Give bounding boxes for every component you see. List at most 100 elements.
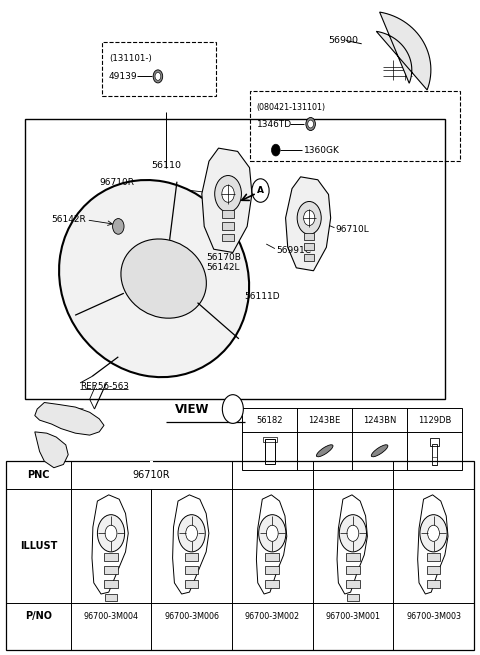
Bar	[104, 553, 118, 561]
Text: (080421-131101): (080421-131101)	[257, 103, 326, 112]
Polygon shape	[337, 495, 367, 594]
Circle shape	[428, 525, 439, 541]
Bar	[346, 580, 360, 588]
Bar	[25, 119, 445, 400]
Bar	[304, 243, 314, 250]
Circle shape	[105, 525, 117, 541]
Bar	[427, 553, 440, 561]
Circle shape	[252, 179, 269, 202]
Text: ILLUST: ILLUST	[20, 540, 57, 551]
Polygon shape	[173, 495, 209, 594]
Text: 56170B: 56170B	[206, 253, 241, 261]
Bar	[6, 461, 474, 650]
Text: 96700-3M003: 96700-3M003	[406, 612, 461, 621]
Circle shape	[178, 515, 205, 552]
Circle shape	[215, 176, 241, 212]
Text: 96710L: 96710L	[336, 225, 369, 234]
Ellipse shape	[372, 445, 388, 457]
Circle shape	[259, 515, 286, 552]
Text: 96700-3M004: 96700-3M004	[84, 612, 139, 621]
Bar	[265, 580, 279, 588]
Polygon shape	[376, 12, 431, 90]
Text: 1129DB: 1129DB	[418, 416, 451, 424]
Text: 96700-3M001: 96700-3M001	[325, 612, 380, 621]
Circle shape	[266, 525, 278, 541]
Polygon shape	[35, 403, 104, 435]
Bar	[346, 553, 360, 561]
Circle shape	[222, 395, 243, 423]
Text: 56142R: 56142R	[51, 215, 86, 225]
Circle shape	[155, 73, 161, 81]
Text: 1243BE: 1243BE	[309, 416, 341, 424]
Circle shape	[308, 120, 313, 128]
Circle shape	[297, 202, 321, 234]
Text: 56991C: 56991C	[276, 246, 311, 255]
Text: 56182: 56182	[257, 416, 283, 424]
Bar	[105, 594, 118, 601]
Circle shape	[153, 70, 163, 83]
Text: A: A	[257, 186, 264, 195]
Bar	[427, 567, 440, 574]
Ellipse shape	[316, 445, 333, 457]
Ellipse shape	[121, 239, 206, 318]
Bar	[427, 580, 440, 588]
Text: A: A	[229, 404, 237, 414]
Text: 56142L: 56142L	[206, 263, 240, 272]
Ellipse shape	[59, 180, 249, 377]
Circle shape	[420, 515, 447, 552]
Text: (131101-): (131101-)	[109, 54, 152, 64]
Bar	[102, 43, 216, 96]
Text: 56111D: 56111D	[245, 291, 280, 301]
Polygon shape	[418, 495, 448, 594]
Text: VIEW: VIEW	[175, 403, 210, 415]
Bar	[347, 594, 359, 601]
Polygon shape	[202, 148, 252, 252]
Bar	[104, 567, 118, 574]
Circle shape	[186, 525, 198, 541]
Text: PNC: PNC	[27, 470, 50, 480]
Text: 1243BN: 1243BN	[363, 416, 396, 424]
Bar	[430, 438, 439, 445]
Circle shape	[222, 185, 234, 202]
Polygon shape	[92, 495, 128, 594]
Bar	[104, 580, 118, 588]
Polygon shape	[35, 432, 68, 468]
Bar	[304, 233, 314, 240]
Circle shape	[272, 144, 280, 156]
Text: 49139: 49139	[109, 72, 137, 81]
Text: 56110: 56110	[152, 161, 182, 170]
Bar	[263, 437, 277, 441]
Bar	[346, 567, 360, 574]
Circle shape	[339, 515, 367, 552]
Text: 56900: 56900	[328, 36, 358, 45]
Bar	[150, 461, 153, 489]
Circle shape	[347, 525, 359, 541]
Circle shape	[306, 117, 315, 130]
Bar	[242, 408, 462, 470]
Bar	[265, 567, 279, 574]
Circle shape	[304, 210, 315, 225]
Polygon shape	[286, 177, 331, 271]
Bar	[185, 580, 198, 588]
Bar	[185, 567, 198, 574]
Bar	[185, 553, 198, 561]
Polygon shape	[256, 495, 287, 594]
Text: 96710R: 96710R	[99, 178, 134, 187]
Text: 96700-3M002: 96700-3M002	[245, 612, 300, 621]
Circle shape	[113, 219, 124, 234]
Text: 96700-3M006: 96700-3M006	[164, 612, 219, 621]
Bar	[265, 553, 279, 561]
Bar	[250, 92, 459, 161]
Text: P/NO: P/NO	[25, 611, 52, 622]
Text: 1346TD: 1346TD	[257, 119, 292, 128]
Text: REF.56-563: REF.56-563	[80, 382, 129, 390]
Bar	[304, 253, 314, 261]
Bar	[222, 222, 234, 230]
Bar	[222, 210, 234, 218]
Text: 1360GK: 1360GK	[304, 145, 340, 155]
Text: 96710R: 96710R	[132, 470, 170, 480]
Bar	[222, 234, 234, 242]
Bar	[432, 444, 437, 465]
Bar	[265, 439, 275, 464]
Circle shape	[97, 515, 125, 552]
